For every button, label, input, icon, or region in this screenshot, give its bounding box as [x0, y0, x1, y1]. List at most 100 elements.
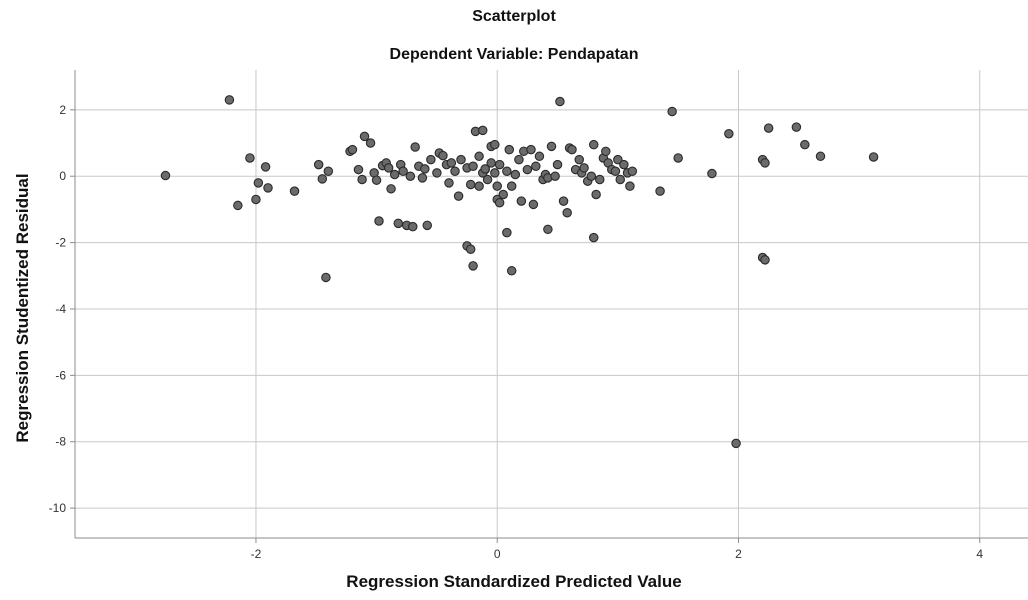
data-point — [763, 123, 774, 133]
data-point — [405, 171, 416, 181]
data-point — [357, 174, 367, 185]
y-tick-label: -6 — [55, 368, 66, 382]
data-point — [555, 96, 565, 107]
data-point — [579, 163, 589, 173]
data-point — [800, 139, 810, 150]
data-point — [313, 159, 324, 170]
data-point — [490, 168, 500, 178]
data-point — [588, 139, 599, 150]
data-point — [731, 438, 741, 449]
data-point — [514, 154, 524, 165]
data-point — [417, 173, 428, 183]
data-point — [359, 131, 370, 142]
data-point — [444, 178, 454, 188]
data-point — [465, 179, 476, 190]
data-point — [586, 171, 597, 181]
chart-title: Scatterplot — [472, 8, 556, 25]
data-point — [498, 189, 508, 200]
data-point — [224, 95, 235, 105]
data-point — [474, 181, 484, 191]
data-point — [494, 198, 505, 208]
data-point — [490, 139, 500, 150]
data-point — [619, 159, 629, 170]
axes — [70, 70, 1028, 543]
data-point — [480, 164, 490, 174]
data-point — [347, 144, 358, 155]
data-point — [383, 163, 394, 173]
data-point — [389, 169, 400, 180]
y-tick-label: 0 — [59, 169, 66, 183]
data-point — [502, 227, 512, 238]
data-point — [868, 152, 879, 162]
data-point — [456, 154, 466, 165]
y-tick-label: -4 — [55, 302, 66, 316]
data-point — [724, 128, 734, 139]
data-point — [760, 158, 770, 168]
data-point — [398, 166, 408, 176]
data-point — [260, 162, 271, 172]
data-point — [610, 166, 621, 176]
data-point — [562, 207, 572, 218]
data-point — [446, 158, 457, 168]
tick-labels: -2 0 2 4 2 0 -2 -4 -6 -8 -10 — [49, 103, 984, 561]
data-point — [386, 184, 396, 194]
data-point — [468, 261, 478, 271]
data-point — [245, 153, 255, 163]
data-point — [289, 186, 300, 196]
data-points — [160, 95, 879, 449]
data-point — [492, 181, 502, 191]
data-point — [655, 186, 665, 196]
data-point — [474, 151, 484, 162]
chart-subtitle: Dependent Variable: Pendapatan — [389, 46, 639, 63]
data-point — [531, 161, 541, 172]
grid — [75, 70, 1028, 538]
data-point — [393, 218, 404, 229]
data-point — [588, 232, 599, 243]
data-point — [321, 272, 331, 283]
data-point — [465, 244, 476, 254]
data-point — [468, 161, 478, 172]
data-point — [627, 166, 638, 176]
data-point — [420, 164, 430, 174]
data-point — [595, 174, 605, 185]
data-point — [791, 122, 802, 132]
data-point — [615, 174, 626, 185]
data-point — [673, 153, 683, 163]
data-point — [371, 175, 382, 185]
data-point — [453, 191, 464, 201]
data-point — [233, 200, 243, 211]
data-point — [510, 169, 521, 180]
data-point — [613, 154, 623, 165]
data-point — [550, 171, 560, 181]
data-point — [506, 266, 517, 276]
data-point — [601, 146, 611, 157]
data-point — [522, 164, 533, 175]
data-point — [625, 181, 635, 191]
data-point — [552, 159, 563, 170]
data-point — [591, 189, 601, 200]
data-point — [760, 255, 770, 265]
data-point — [317, 174, 328, 184]
data-point — [422, 220, 432, 231]
data-point — [410, 142, 420, 152]
x-tick-label: 4 — [976, 547, 983, 561]
data-point — [432, 168, 442, 178]
data-point — [504, 144, 515, 155]
data-point — [408, 221, 418, 232]
data-point — [160, 170, 171, 181]
y-tick-label: -8 — [55, 435, 66, 449]
data-point — [516, 196, 527, 206]
data-point — [482, 174, 493, 185]
data-point — [494, 159, 505, 170]
data-point — [353, 164, 364, 175]
x-axis-label: Regression Standardized Predicted Value — [346, 572, 682, 591]
data-point — [506, 181, 517, 191]
data-point — [815, 151, 826, 162]
data-point — [251, 194, 261, 205]
data-point — [534, 151, 545, 162]
data-point — [438, 150, 448, 161]
data-point — [253, 178, 264, 188]
x-tick-label: 0 — [494, 547, 501, 561]
data-point — [567, 144, 577, 155]
data-point — [707, 168, 717, 179]
